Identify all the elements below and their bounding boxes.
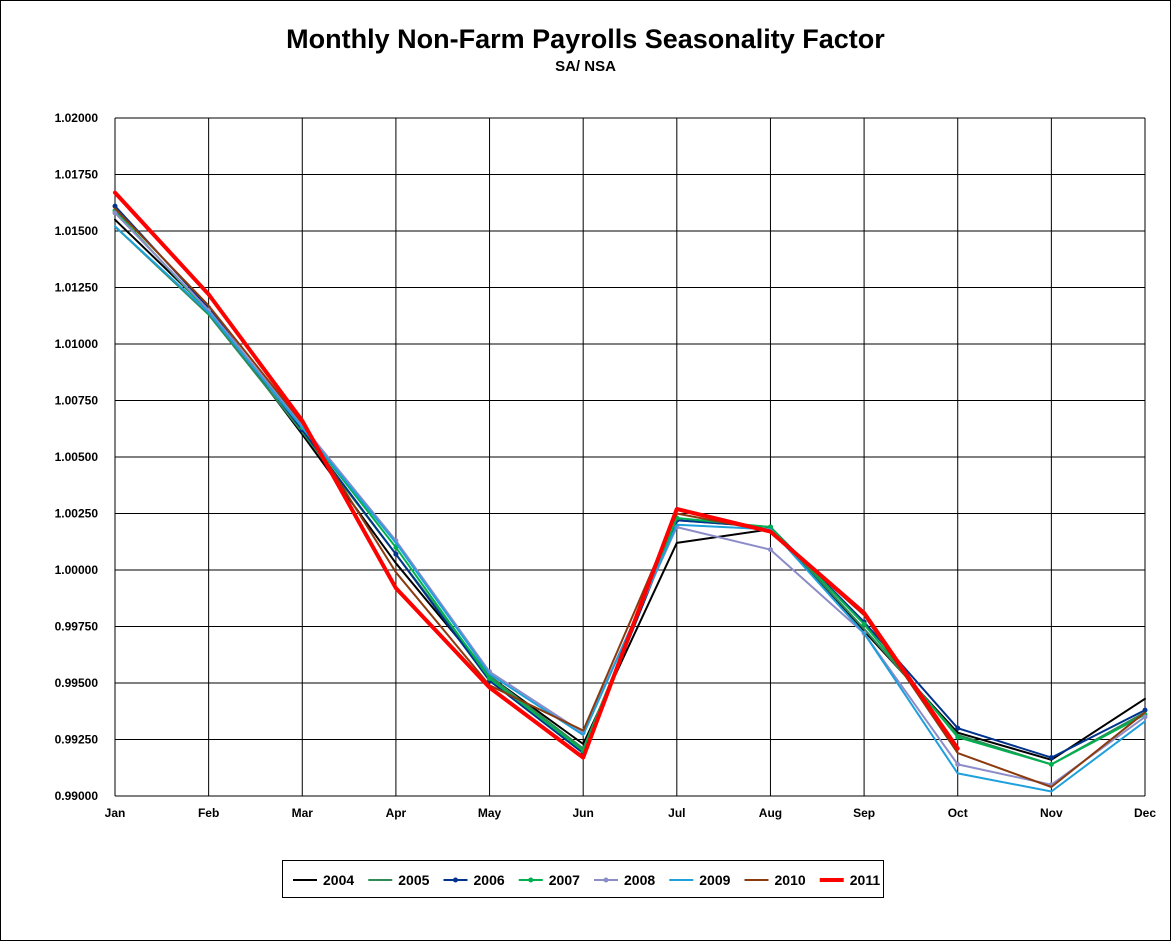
y-tick-label: 1.01750 (55, 168, 99, 182)
y-tick-label: 0.99000 (55, 789, 99, 803)
legend-label-2009: 2009 (699, 872, 730, 888)
y-tick-label: 0.99750 (55, 620, 99, 634)
y-tick-label: 1.01000 (55, 337, 99, 351)
y-tick-label: 1.01250 (55, 281, 99, 295)
legend: 2004 2005 2006 2007 2008 2009 2010 2011 (282, 860, 884, 898)
y-tick-label: 1.00750 (55, 394, 99, 408)
y-tick-label: 0.99500 (55, 676, 99, 690)
series-point-2008 (767, 547, 773, 553)
series-point-2006 (393, 551, 399, 557)
y-tick-label: 0.99250 (55, 733, 99, 747)
x-tick-label: Aug (759, 806, 782, 820)
series-point-2006 (112, 203, 118, 209)
series-point-2008 (1142, 714, 1148, 720)
legend-label-2006: 2006 (474, 872, 505, 888)
legend-label-2010: 2010 (775, 872, 806, 888)
series-point-2007 (1048, 761, 1054, 767)
series-point-2008 (955, 761, 961, 767)
legend-label-2007: 2007 (549, 872, 580, 888)
series-point-2006 (1142, 707, 1148, 713)
x-tick-label: Jun (573, 806, 594, 820)
series-point-2007 (955, 734, 961, 740)
series-point-2008 (112, 210, 118, 216)
x-tick-label: Feb (198, 806, 219, 820)
legend-marker-2007 (528, 877, 534, 883)
y-tick-label: 1.01500 (55, 224, 99, 238)
chart-title: Monthly Non-Farm Payrolls Seasonality Fa… (286, 24, 885, 54)
chart-subtitle: SA/ NSA (555, 58, 616, 75)
legend-marker-2008 (603, 877, 609, 883)
legend-label-2004: 2004 (323, 872, 354, 888)
series-point-2007 (487, 675, 493, 681)
x-tick-label: Apr (386, 806, 407, 820)
x-tick-label: May (478, 806, 502, 820)
x-tick-label: Mar (292, 806, 314, 820)
series-point-2006 (1048, 755, 1054, 761)
x-tick-label: Jan (105, 806, 126, 820)
series-point-2006 (955, 725, 961, 731)
x-tick-label: Jul (668, 806, 685, 820)
series-point-2007 (861, 621, 867, 627)
legend-marker-2006 (453, 877, 458, 883)
y-tick-label: 1.02000 (55, 111, 99, 125)
y-tick-label: 1.00500 (55, 450, 99, 464)
y-tick-label: 1.00000 (55, 563, 99, 577)
x-tick-label: Oct (948, 806, 968, 820)
x-tick-label: Nov (1040, 806, 1063, 820)
series-line-2010 (114, 207, 1146, 788)
y-tick-label: 1.00250 (55, 507, 99, 521)
x-tick-label: Sep (853, 806, 875, 820)
legend-label-2008: 2008 (624, 872, 655, 888)
legend-label-2005: 2005 (398, 872, 429, 888)
series-line-2011 (113, 190, 960, 760)
x-tick-label: Dec (1134, 806, 1156, 820)
legend-label-2011: 2011 (850, 872, 881, 888)
